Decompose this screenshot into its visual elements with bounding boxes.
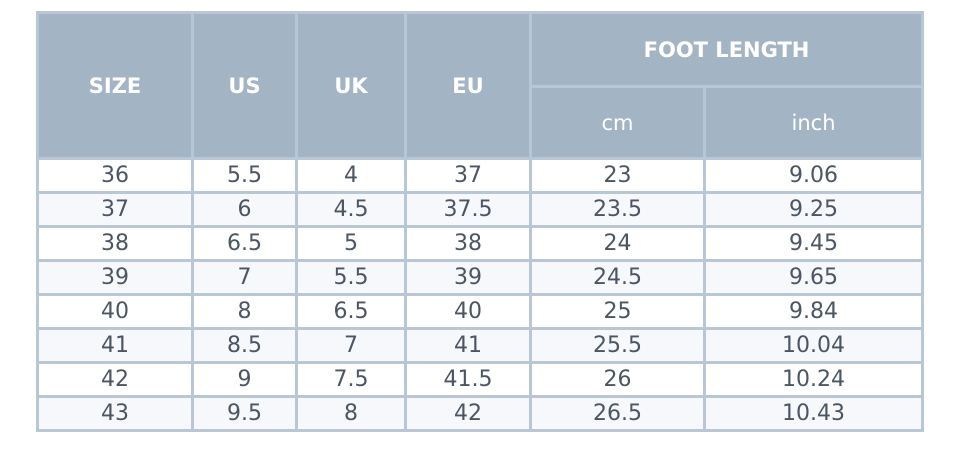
table-cell: 8 [298,398,404,429]
header-row: cm inch [39,88,922,157]
table-cell: 4 [298,160,404,191]
table-cell: 9.5 [194,398,295,429]
table-cell: 39 [407,262,529,293]
table-cell: 37 [407,160,529,191]
table-cell: 7 [298,330,404,361]
table-cell: 8.5 [194,330,295,361]
table-row: 39 7 5.5 39 24.5 9.65 [39,262,922,293]
table-cell: 8 [194,296,295,327]
header-cell: cm [532,88,703,157]
table-cell: 41 [39,330,191,361]
table-cell: 36 [39,160,191,191]
header-cell: US [194,14,295,157]
table-cell: 9.06 [706,160,922,191]
table-row: 36 5.5 4 37 23 9.06 [39,160,922,191]
header-cell: inch [706,88,922,157]
table-cell: 4.5 [298,194,404,225]
header-cell: SIZE [39,14,191,157]
size-table: SIZE US UK EU FOOT LENGTH cm inch 36 5.5 4… [36,11,925,432]
table-row: 40 8 6.5 40 25 9.84 [39,296,922,327]
table-cell: 5 [298,228,404,259]
table-cell: 40 [39,296,191,327]
table-cell: 9.45 [706,228,922,259]
table-cell: 23 [532,160,703,191]
table-row: 38 6.5 5 38 24 9.45 [39,228,922,259]
table-cell: 9 [194,364,295,395]
table-cell: 38 [39,228,191,259]
table-cell: 9.25 [706,194,922,225]
table-cell: 40 [407,296,529,327]
table-cell: 9.84 [706,296,922,327]
table-cell: 26 [532,364,703,395]
table-cell: 43 [39,398,191,429]
table-cell: 24 [532,228,703,259]
table-cell: 25 [532,296,703,327]
header-row: SIZE US UK EU FOOT LENGTH [39,14,922,157]
table-row: 41 8.5 7 41 25.5 10.04 [39,330,922,361]
table-cell: 10.04 [706,330,922,361]
table-cell: 42 [39,364,191,395]
table-cell: 9.65 [706,262,922,293]
table-cell: 7.5 [298,364,404,395]
table-cell: 39 [39,262,191,293]
table-cell: 6 [194,194,295,225]
table-cell: 6.5 [298,296,404,327]
table-cell: 10.24 [706,364,922,395]
table-cell: 42 [407,398,529,429]
table-cell: 5.5 [298,262,404,293]
table-cell: 5.5 [194,160,295,191]
header-cell: UK [298,14,404,157]
table-cell: 37.5 [407,194,529,225]
header-cell: FOOT LENGTH [532,14,922,85]
table-cell: 23.5 [532,194,703,225]
table-cell: 41.5 [407,364,529,395]
header-cell: EU [407,14,529,157]
table-cell: 38 [407,228,529,259]
table-cell: 24.5 [532,262,703,293]
table-cell: 6.5 [194,228,295,259]
table-cell: 25.5 [532,330,703,361]
table-row: 43 9.5 8 42 26.5 10.43 [39,398,922,429]
table-cell: 26.5 [532,398,703,429]
table-cell: 41 [407,330,529,361]
table-cell: 37 [39,194,191,225]
table-cell: 7 [194,262,295,293]
table-body: 36 5.5 4 37 23 9.06 37 6 4.5 37.5 23.5 9.25 38 6.5 5 38… [39,160,922,429]
table-row: 42 9 7.5 41.5 26 10.24 [39,364,922,395]
table-cell: 10.43 [706,398,922,429]
table-row: 37 6 4.5 37.5 23.5 9.25 [39,194,922,225]
